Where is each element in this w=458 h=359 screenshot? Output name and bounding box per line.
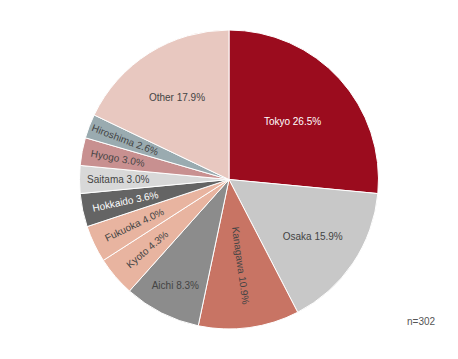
svg-text:Fukuoka 4.0%: Fukuoka 4.0% <box>103 206 166 244</box>
svg-text:Kyoto 4.3%: Kyoto 4.3% <box>124 228 171 271</box>
svg-text:Hiroshima 2.6%: Hiroshima 2.6% <box>90 122 161 158</box>
svg-text:Aichi 8.3%: Aichi 8.3% <box>152 280 199 291</box>
svg-text:Tokyo 26.5%: Tokyo 26.5% <box>264 116 321 127</box>
svg-text:Kanagawa 10.9%: Kanagawa 10.9% <box>230 226 251 305</box>
svg-text:Hokkaido 3.6%: Hokkaido 3.6% <box>91 189 159 214</box>
svg-text:Other 17.9%: Other 17.9% <box>149 92 205 103</box>
svg-text:Osaka 15.9%: Osaka 15.9% <box>283 231 343 242</box>
svg-text:Saitama 3.0%: Saitama 3.0% <box>87 174 149 185</box>
svg-text:n=302: n=302 <box>407 316 436 327</box>
svg-text:Hyogo 3.0%: Hyogo 3.0% <box>90 147 146 169</box>
